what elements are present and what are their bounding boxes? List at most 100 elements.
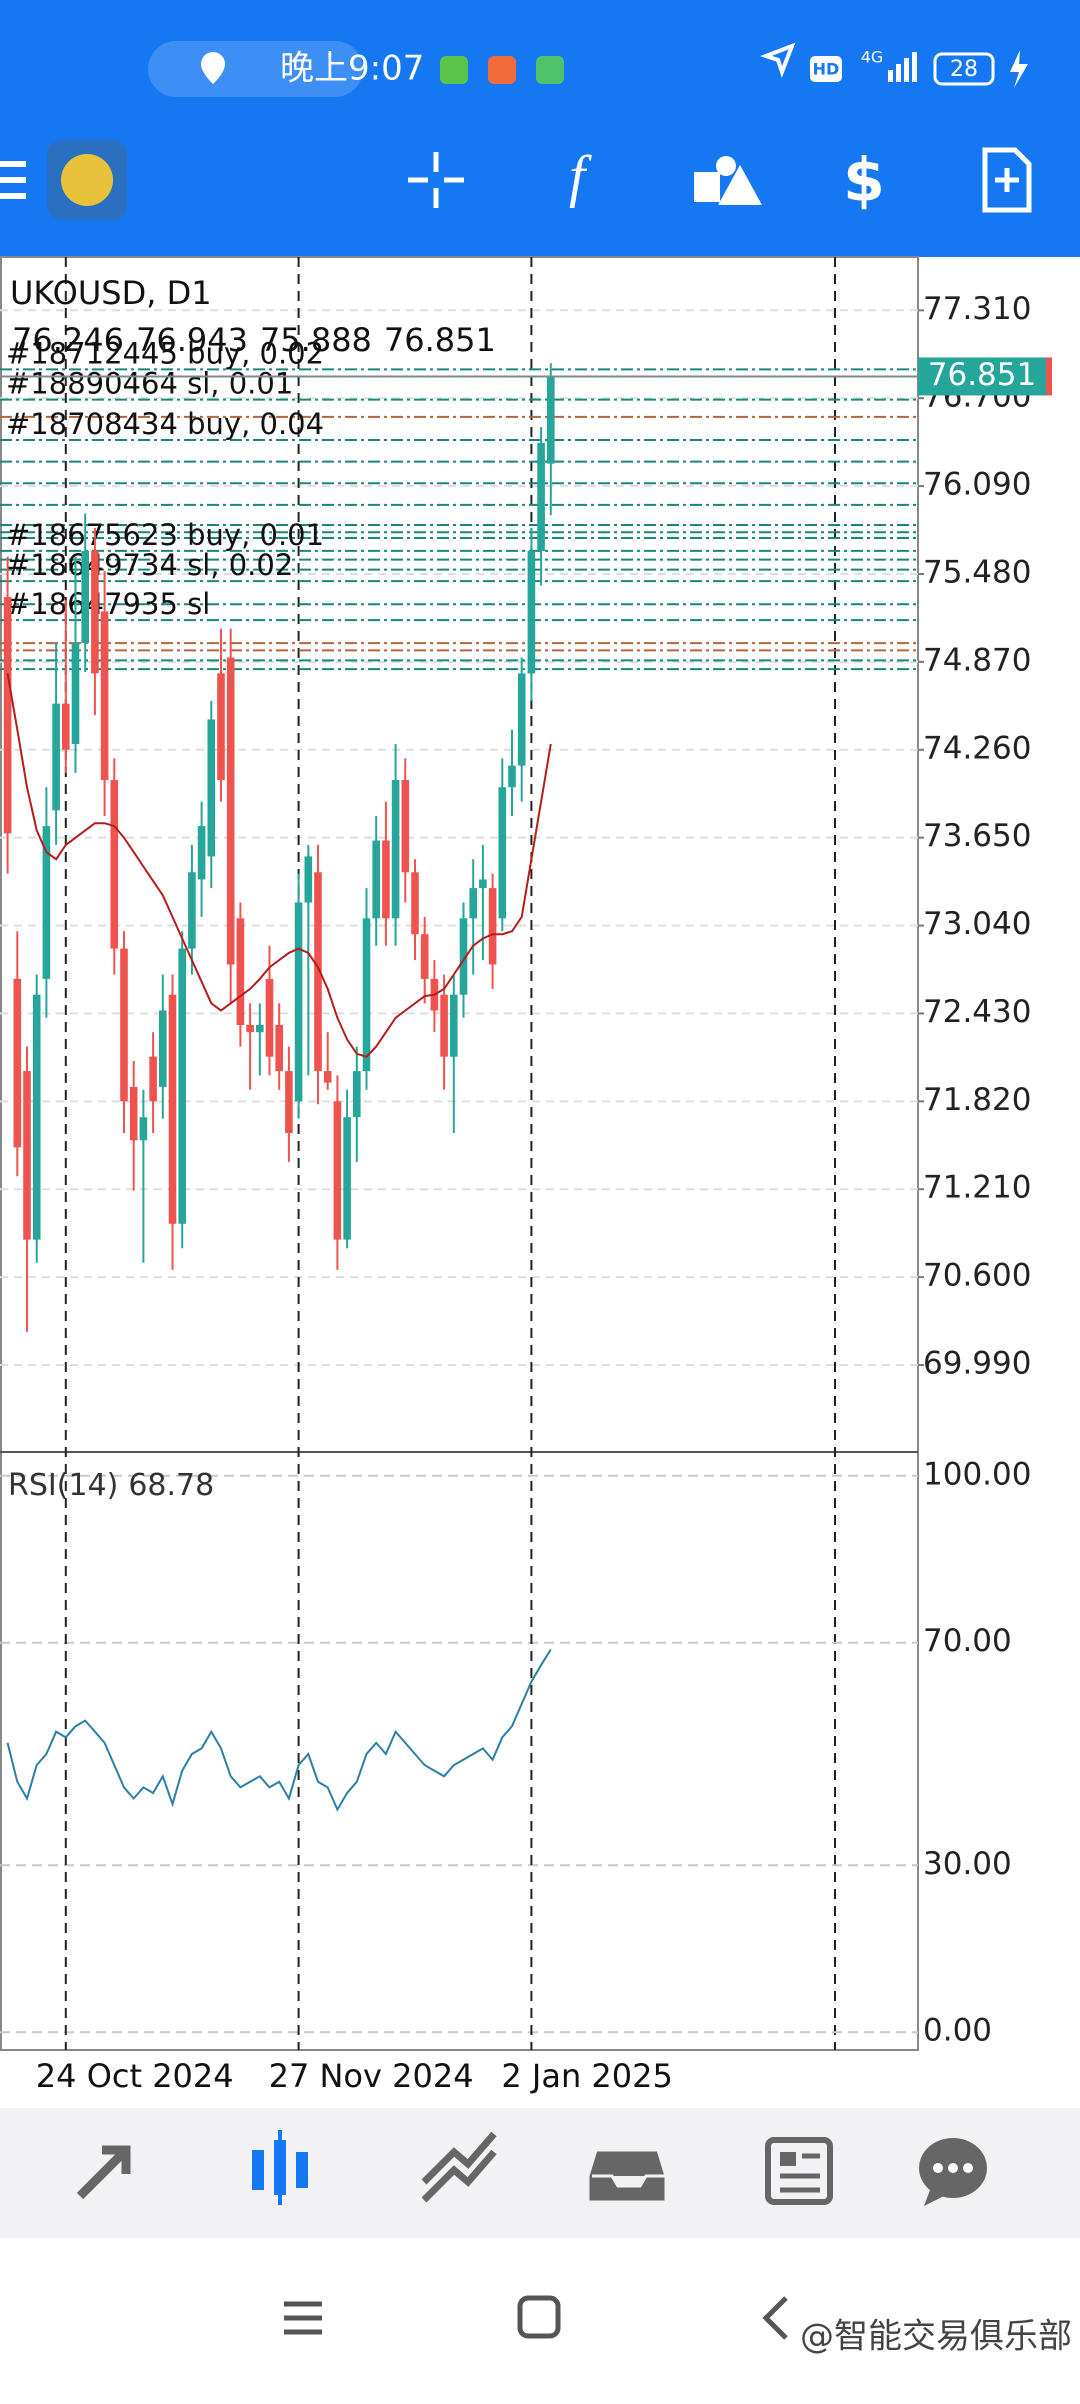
candle-body: [129, 1086, 138, 1141]
ohlc-low: 75.888: [260, 321, 372, 359]
template-button[interactable]: [982, 147, 1032, 213]
candle-body: [188, 872, 196, 949]
candle-body: [285, 1071, 293, 1134]
y-tick-label: 73.650: [923, 818, 1031, 854]
y-tick-label: 73.040: [923, 906, 1031, 942]
rsi-line: [6, 1648, 552, 1812]
charging-icon: [1010, 50, 1028, 88]
candle-body: [469, 888, 477, 919]
candle-body: [479, 879, 487, 889]
y-tick-label: 71.820: [923, 1082, 1031, 1118]
moving-average: [6, 673, 552, 1058]
chart-tab[interactable]: [252, 2130, 308, 2205]
candle-body: [314, 872, 322, 1072]
recents-button[interactable]: [284, 2301, 322, 2335]
status-time: 晚上9:07: [280, 49, 424, 89]
chart-frame: [0, 256, 919, 2051]
app-icon: [440, 56, 468, 84]
candle-body: [323, 1071, 332, 1083]
ohlc-high: 76.943: [136, 321, 248, 359]
candle-body: [353, 1071, 361, 1118]
candle-body: [488, 888, 497, 965]
plot-area: #18712445 buy, 0.02#18890464 sl, 0.01 #18…: [0, 257, 924, 2050]
hd-label: HD: [813, 60, 840, 79]
candle-body: [459, 918, 468, 995]
rsi-tick-label: 0.00: [923, 2013, 992, 2049]
candle-body: [110, 780, 119, 949]
candle-body: [149, 1056, 157, 1102]
candle-body: [168, 994, 177, 1224]
status-pill: [148, 41, 363, 97]
y-tick-label: 69.990: [923, 1345, 1031, 1381]
candle-body: [362, 918, 371, 1072]
candle-body: [343, 1117, 351, 1240]
rsi-tick-label: 70.00: [923, 1623, 1012, 1659]
rsi-label: RSI(14) 68.78: [8, 1468, 214, 1503]
candle-body: [178, 948, 186, 1224]
candle-body: [246, 1024, 254, 1033]
candle-body: [382, 840, 390, 919]
y-tick-label: 74.260: [923, 730, 1031, 766]
menu-button[interactable]: [0, 161, 26, 199]
candle-body: [13, 978, 22, 1148]
candle-body: [440, 994, 448, 1057]
candle-body: [3, 597, 12, 834]
x-tick-label: 27 Nov 2024: [269, 2057, 474, 2095]
candle-body: [372, 840, 380, 919]
app-icon: [536, 56, 564, 84]
candle-body: [401, 780, 410, 873]
rsi-name: RSI(14): [8, 1468, 118, 1503]
candle-body: [527, 550, 536, 674]
candle-body: [547, 376, 555, 464]
candle-body: [139, 1117, 148, 1141]
candle-body: [304, 856, 313, 903]
ohlc-readout: 76.246 76.943 75.888 76.851: [12, 321, 496, 359]
trade-button[interactable]: $: [843, 146, 885, 216]
ohlc-close: 76.851: [384, 321, 496, 359]
bottom-nav: [0, 2108, 1080, 2238]
candle-body: [207, 719, 216, 857]
y-tick-label: 75.480: [923, 554, 1031, 590]
candle-body: [391, 780, 400, 919]
y-tick-label: 70.600: [923, 1258, 1031, 1294]
rsi-value: 68.78: [128, 1468, 214, 1503]
home-button[interactable]: [517, 2295, 561, 2339]
candle-body: [91, 550, 99, 674]
order-label: #18712445 buy, 0.02: [6, 336, 324, 370]
trade-tab[interactable]: [421, 2131, 497, 2203]
bid-price: 76.851: [928, 357, 1036, 393]
candle-body: [256, 1024, 264, 1033]
order-label: #18675623 buy, 0.01: [6, 518, 324, 552]
candle-body: [333, 1101, 342, 1240]
rsi-tick-label: 100.00: [923, 1456, 1031, 1492]
history-tab[interactable]: [586, 2148, 668, 2204]
candle-body: [420, 934, 429, 979]
battery-level: 28: [950, 57, 978, 82]
candle-body: [450, 994, 458, 1057]
news-tab[interactable]: [765, 2137, 833, 2205]
y-tick-label: 72.430: [923, 994, 1031, 1030]
candle-body: [217, 673, 225, 781]
app-logo-mark: [61, 154, 113, 206]
quotes-tab[interactable]: [76, 2145, 131, 2200]
candle-body: [100, 611, 109, 781]
chart-title: UKOUSD, D1: [10, 274, 212, 312]
objects-button[interactable]: [694, 156, 762, 205]
candle-body: [71, 643, 80, 744]
chat-tab[interactable]: [919, 2138, 987, 2206]
crosshair-button[interactable]: [408, 152, 464, 208]
x-tick-label: 24 Oct 2024: [36, 2057, 234, 2095]
candle-body: [275, 1024, 283, 1072]
candle-body: [159, 1010, 167, 1087]
back-button[interactable]: [762, 2296, 788, 2340]
order-label: #18649734 sl, 0.02: [6, 548, 293, 582]
candle-body: [265, 978, 274, 1057]
candle-body: [52, 703, 60, 811]
candle-body: [537, 442, 545, 551]
candle-body: [32, 994, 41, 1240]
ohlc-open: 76.246: [12, 321, 124, 359]
network-label: 4G: [861, 48, 884, 67]
signal-icon: [888, 52, 917, 82]
bid-badge: [918, 357, 1046, 396]
